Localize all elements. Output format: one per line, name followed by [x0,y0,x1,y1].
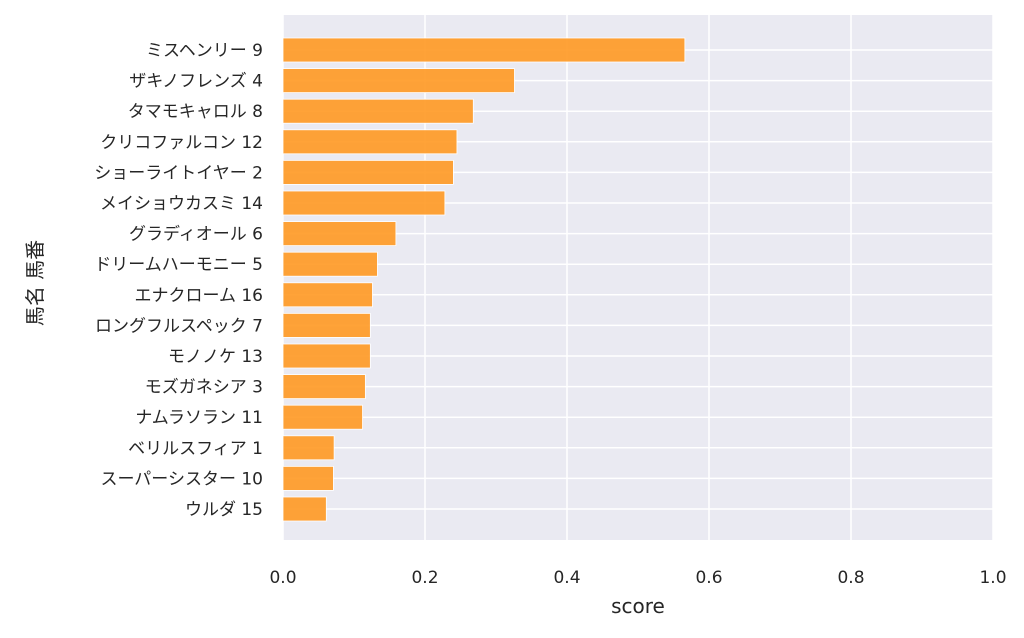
bar [282,282,373,308]
y-tick-label: エナクローム 16 [134,286,263,306]
bar [282,251,378,277]
bar [282,221,397,247]
y-tick-label: ミスヘンリー 9 [146,41,263,61]
bar [282,159,454,185]
bar [282,343,371,369]
x-tick-label: 1.0 [979,568,1006,588]
x-tick-label: 0.2 [411,568,438,588]
y-tick-label: メイショウカスミ 14 [100,194,263,214]
bar [282,129,458,155]
y-tick-label: ショーライトイヤー 2 [94,163,263,183]
y-tick-label: ウルダ 15 [185,500,263,520]
bar [282,496,327,522]
x-axis-label: score [611,594,665,618]
y-tick-label: ナムラソラン 11 [135,408,263,428]
x-tick-label: 0.8 [837,568,864,588]
y-tick-label: スーパーシスター 10 [100,469,263,489]
bar [282,98,474,124]
y-tick-label: ザキノフレンズ 4 [129,72,263,92]
y-tick-label: ベリルスフィア 1 [128,439,263,459]
x-tick-label: 0.6 [695,568,722,588]
bar [282,68,515,93]
y-tick-label: クリコファルコン 12 [100,133,263,153]
bar [282,374,366,400]
y-tick-label: タマモキャロル 8 [128,102,263,122]
y-tick-label: モノノケ 13 [168,347,263,367]
bar [282,435,335,461]
y-axis-label: 馬名 馬番 [23,240,47,326]
y-tick-label: グラディオール 6 [129,224,263,245]
x-tick-label: 0.4 [553,568,580,588]
plot-area [283,15,993,540]
bar [282,190,446,216]
y-tick-label: ドリームハーモニー 5 [94,255,263,275]
bar [282,465,334,491]
bar [282,37,686,63]
bar [282,312,371,338]
x-tick-label: 0.0 [269,568,296,588]
y-tick-label: ロングフルスペック 7 [95,316,263,336]
bar [282,404,363,430]
y-tick-label: モズガネシア 3 [145,378,263,398]
